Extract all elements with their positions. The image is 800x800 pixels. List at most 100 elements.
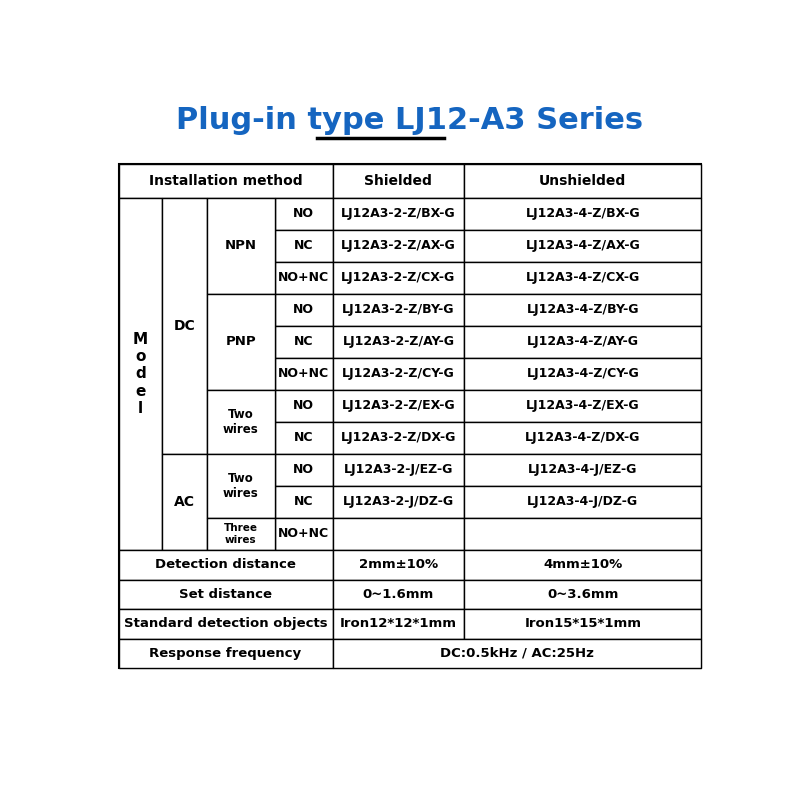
Text: NO: NO xyxy=(293,463,314,477)
Bar xyxy=(333,579,464,609)
Text: Shielded: Shielded xyxy=(365,174,432,188)
Bar xyxy=(464,326,702,358)
Bar xyxy=(275,518,333,550)
Text: LJ12A3-2-Z/BY-G: LJ12A3-2-Z/BY-G xyxy=(342,303,454,316)
Text: LJ12A3-2-Z/AX-G: LJ12A3-2-Z/AX-G xyxy=(341,239,456,252)
Bar xyxy=(275,390,333,422)
Text: DC:0.5kHz / AC:25Hz: DC:0.5kHz / AC:25Hz xyxy=(440,647,594,660)
Text: Two
wires: Two wires xyxy=(223,472,258,500)
Bar xyxy=(333,518,464,550)
Bar xyxy=(333,164,464,198)
Text: Plug-in type LJ12-A3 Series: Plug-in type LJ12-A3 Series xyxy=(177,106,643,135)
Bar xyxy=(333,326,464,358)
Text: LJ12A3-4-Z/BY-G: LJ12A3-4-Z/BY-G xyxy=(526,303,639,316)
Bar xyxy=(333,230,464,262)
Bar xyxy=(162,198,206,454)
Bar xyxy=(118,198,162,550)
Bar xyxy=(118,579,333,609)
Text: DC: DC xyxy=(174,318,195,333)
Text: Iron12*12*1mm: Iron12*12*1mm xyxy=(340,618,457,630)
Bar xyxy=(118,638,333,668)
Text: 4mm±10%: 4mm±10% xyxy=(543,558,622,571)
Bar xyxy=(333,422,464,454)
Text: Detection distance: Detection distance xyxy=(155,558,296,571)
Text: Installation method: Installation method xyxy=(149,174,302,188)
Bar xyxy=(464,262,702,294)
Text: PNP: PNP xyxy=(226,335,256,348)
Bar xyxy=(275,262,333,294)
Bar xyxy=(206,198,275,294)
Bar xyxy=(333,454,464,486)
Text: LJ12A3-2-Z/EX-G: LJ12A3-2-Z/EX-G xyxy=(342,399,455,412)
Bar xyxy=(464,422,702,454)
Bar xyxy=(118,609,333,638)
Bar xyxy=(206,390,275,454)
Bar xyxy=(275,294,333,326)
Bar xyxy=(464,550,702,579)
Text: NO+NC: NO+NC xyxy=(278,367,330,380)
Bar xyxy=(333,550,464,579)
Bar xyxy=(464,609,702,638)
Text: NO: NO xyxy=(293,303,314,316)
Text: NO: NO xyxy=(293,207,314,220)
Text: NPN: NPN xyxy=(225,239,257,252)
Text: LJ12A3-2-Z/CX-G: LJ12A3-2-Z/CX-G xyxy=(342,271,455,284)
Text: LJ12A3-4-J/DZ-G: LJ12A3-4-J/DZ-G xyxy=(527,495,638,509)
Text: LJ12A3-4-Z/AX-G: LJ12A3-4-Z/AX-G xyxy=(526,239,640,252)
Bar xyxy=(464,230,702,262)
Text: LJ12A3-4-Z/EX-G: LJ12A3-4-Z/EX-G xyxy=(526,399,640,412)
Text: 2mm±10%: 2mm±10% xyxy=(359,558,438,571)
Text: Iron15*15*1mm: Iron15*15*1mm xyxy=(524,618,642,630)
Text: Two
wires: Two wires xyxy=(223,408,258,436)
Text: LJ12A3-2-Z/BX-G: LJ12A3-2-Z/BX-G xyxy=(341,207,456,220)
Bar xyxy=(464,198,702,230)
Bar xyxy=(464,486,702,518)
Text: 0~3.6mm: 0~3.6mm xyxy=(547,588,618,601)
Text: LJ12A3-4-J/EZ-G: LJ12A3-4-J/EZ-G xyxy=(528,463,638,477)
Text: NC: NC xyxy=(294,335,314,348)
Text: NO+NC: NO+NC xyxy=(278,527,330,541)
Bar xyxy=(333,609,464,638)
Text: LJ12A3-4-Z/BX-G: LJ12A3-4-Z/BX-G xyxy=(526,207,640,220)
Text: NC: NC xyxy=(294,239,314,252)
Bar xyxy=(464,518,702,550)
Text: LJ12A3-2-Z/DX-G: LJ12A3-2-Z/DX-G xyxy=(341,431,456,444)
Bar xyxy=(275,486,333,518)
Bar xyxy=(333,358,464,390)
Text: Three
wires: Three wires xyxy=(224,523,258,545)
Text: Unshielded: Unshielded xyxy=(539,174,626,188)
Bar xyxy=(118,164,333,198)
Text: Set distance: Set distance xyxy=(179,588,272,601)
Bar xyxy=(275,422,333,454)
Text: 0~1.6mm: 0~1.6mm xyxy=(362,588,434,601)
Text: LJ12A3-2-J/EZ-G: LJ12A3-2-J/EZ-G xyxy=(344,463,453,477)
Bar xyxy=(275,326,333,358)
Bar xyxy=(118,550,333,579)
Text: Standard detection objects: Standard detection objects xyxy=(124,618,327,630)
Text: NC: NC xyxy=(294,431,314,444)
Text: Response frequency: Response frequency xyxy=(150,647,302,660)
Bar xyxy=(333,638,702,668)
Bar xyxy=(464,454,702,486)
Bar xyxy=(275,198,333,230)
Text: M
o
d
e
l: M o d e l xyxy=(133,331,148,416)
Bar xyxy=(118,164,702,668)
Text: NO+NC: NO+NC xyxy=(278,271,330,284)
Bar xyxy=(162,454,206,550)
Text: LJ12A3-2-J/DZ-G: LJ12A3-2-J/DZ-G xyxy=(343,495,454,509)
Bar xyxy=(333,198,464,230)
Text: LJ12A3-4-Z/CX-G: LJ12A3-4-Z/CX-G xyxy=(526,271,640,284)
Bar xyxy=(333,390,464,422)
Bar xyxy=(275,230,333,262)
Bar xyxy=(275,454,333,486)
Bar xyxy=(333,294,464,326)
Text: LJ12A3-4-Z/DX-G: LJ12A3-4-Z/DX-G xyxy=(525,431,641,444)
Bar xyxy=(464,358,702,390)
Text: NC: NC xyxy=(294,495,314,509)
Text: LJ12A3-2-Z/AY-G: LJ12A3-2-Z/AY-G xyxy=(342,335,454,348)
Text: LJ12A3-4-Z/CY-G: LJ12A3-4-Z/CY-G xyxy=(526,367,639,380)
Text: LJ12A3-4-Z/AY-G: LJ12A3-4-Z/AY-G xyxy=(527,335,639,348)
Bar xyxy=(206,454,275,518)
Bar xyxy=(206,518,275,550)
Bar xyxy=(333,486,464,518)
